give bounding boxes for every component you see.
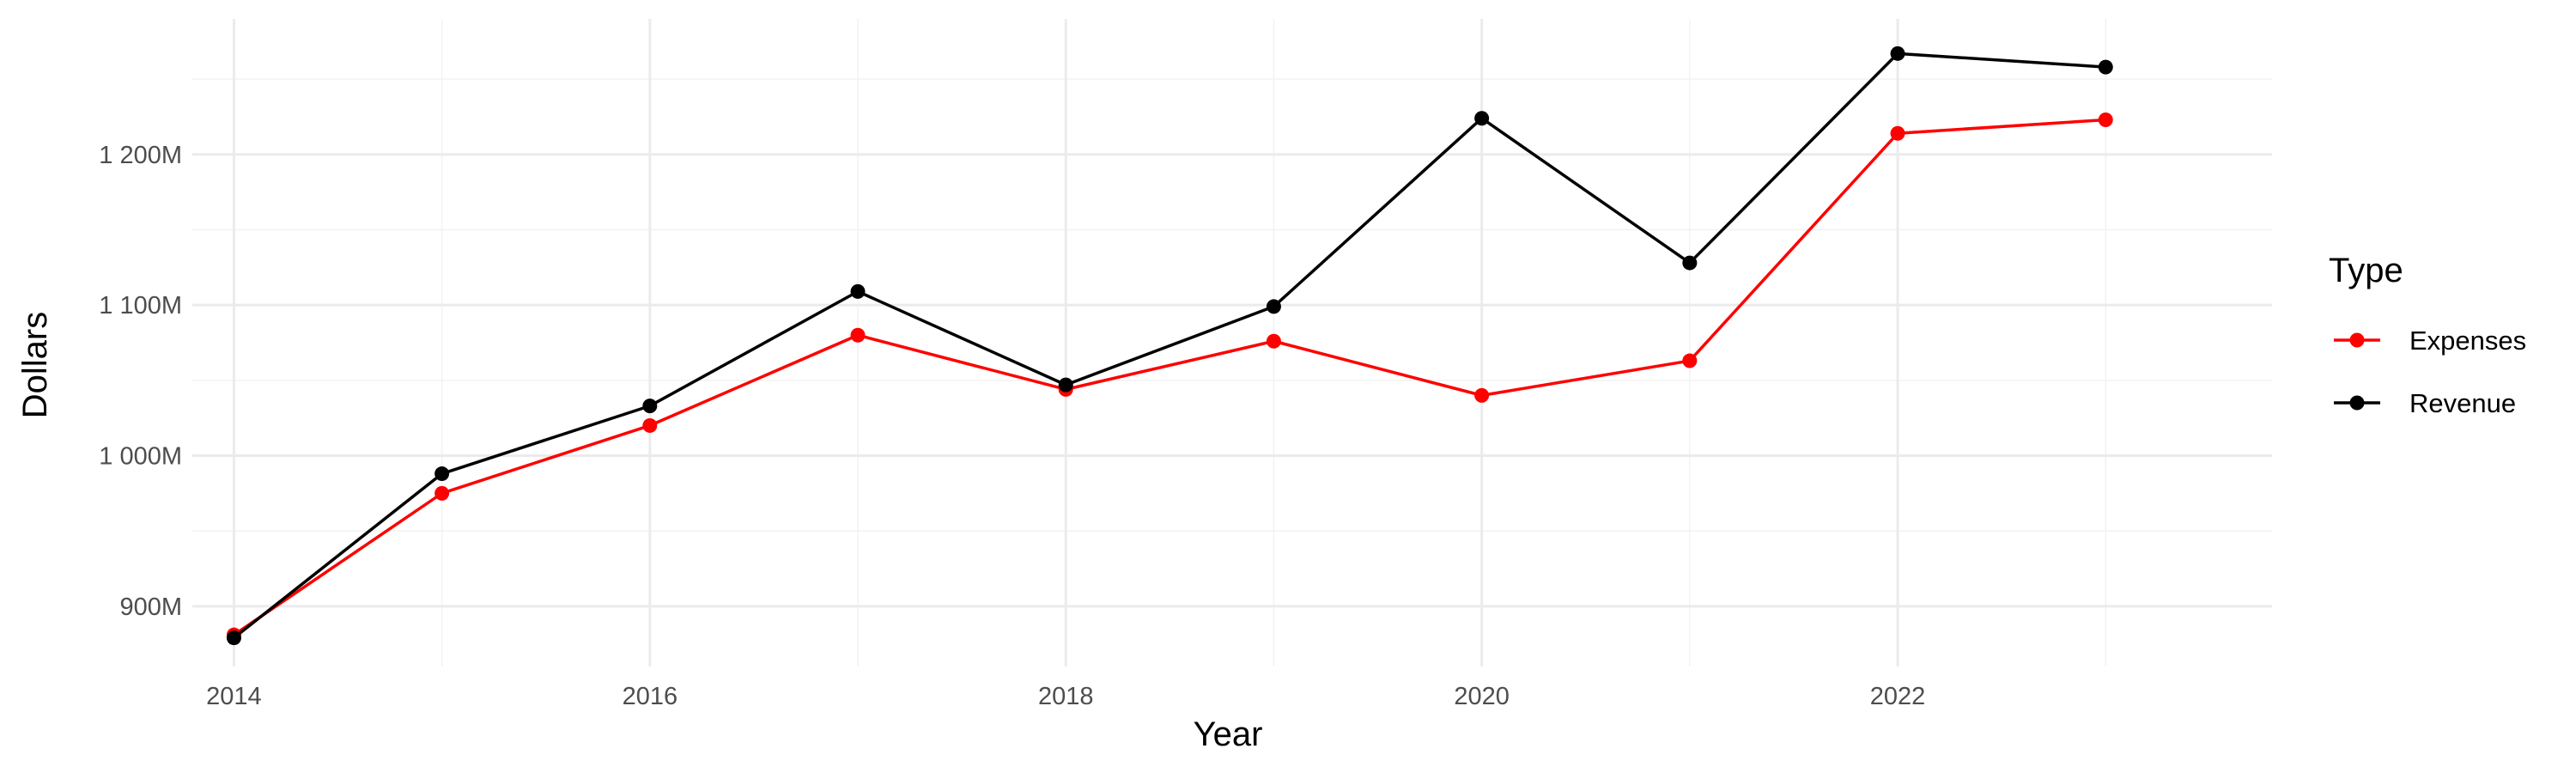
data-point <box>1890 46 1905 61</box>
axes: 2014 2016 2018 2020 2022 900M 1 000M 1 100M 1 20… <box>99 142 1925 710</box>
legend-items: Expenses Revenue <box>2334 326 2526 418</box>
series-layer <box>226 46 2113 646</box>
legend-key-point <box>2349 395 2365 411</box>
legend-key-point <box>2349 332 2365 348</box>
data-point <box>2098 112 2113 127</box>
data-point <box>642 417 658 433</box>
data-point <box>1682 353 1698 368</box>
data-point <box>434 466 450 482</box>
legend-item: Expenses <box>2334 326 2526 356</box>
y-axis-title: Dollars <box>16 312 54 418</box>
data-point <box>1890 125 1905 141</box>
data-point <box>2098 59 2113 75</box>
data-point <box>1266 299 1281 314</box>
data-point <box>1474 111 1490 126</box>
y-tick-label: 900M <box>119 593 182 621</box>
legend: Type Expenses Revenue <box>2329 252 2526 418</box>
grid <box>192 19 2272 666</box>
data-point <box>642 399 658 414</box>
data-point <box>1058 377 1073 393</box>
data-point <box>1474 387 1490 403</box>
data-point <box>434 485 450 501</box>
x-tick-label: 2016 <box>623 683 678 710</box>
data-point <box>850 283 866 299</box>
y-tick-label: 1 000M <box>99 443 182 471</box>
data-point <box>850 327 866 343</box>
legend-label: Expenses <box>2409 326 2526 356</box>
x-tick-label: 2014 <box>206 683 262 710</box>
legend-label: Revenue <box>2409 388 2516 418</box>
data-point <box>1266 333 1281 349</box>
data-point <box>1682 255 1698 271</box>
series-line <box>233 52 2106 640</box>
series-revenue <box>226 46 2113 646</box>
y-tick-label: 1 100M <box>99 292 182 320</box>
data-point <box>226 630 241 646</box>
legend-item: Revenue <box>2334 388 2516 418</box>
series-line <box>233 118 2106 636</box>
x-tick-label: 2018 <box>1038 683 1094 710</box>
series-expenses <box>226 112 2113 642</box>
x-tick-label: 2022 <box>1870 683 1926 710</box>
x-axis-title: Year <box>1194 715 1263 753</box>
legend-title: Type <box>2329 252 2403 289</box>
x-tick-label: 2020 <box>1454 683 1510 710</box>
y-tick-label: 1 200M <box>99 142 182 169</box>
